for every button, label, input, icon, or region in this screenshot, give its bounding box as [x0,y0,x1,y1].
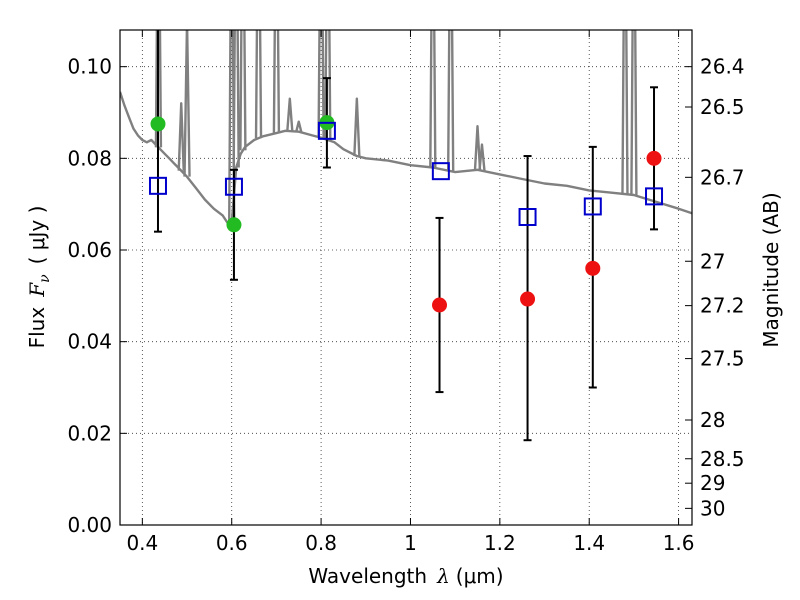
plot-area [120,30,692,442]
model-photometry-square [317,121,336,140]
emission-line [254,30,263,139]
right-tick-label: 26.5 [700,95,745,119]
y-tick-label: 0.04 [67,330,112,354]
emission-line [353,97,361,157]
model-photometry-square [431,162,450,181]
y-tick-label: 0.06 [67,238,112,262]
upper-limit-point [646,150,662,166]
right-tick-label: 30 [700,496,725,520]
emission-line [239,30,247,151]
emission-line [154,30,163,148]
x-tick-label: 1.2 [484,531,516,555]
y-tick-label: 0.00 [67,513,112,537]
plot-frame [119,29,693,526]
upper-limit-point [585,260,601,276]
right-tick-label: 29 [700,471,725,495]
right-tick-label: 28 [700,408,725,432]
x-axis-label: Wavelength λ (μm) [308,564,503,588]
y-tick-label: 0.02 [67,421,112,445]
x-axis-label-symbol: λ [436,564,450,588]
x-axis-ticks: 0.4 0.6 0.8 1 1.2 1.4 1.6 [126,30,695,555]
emission-line [478,143,486,171]
y-axis-label-subscript: ν [37,274,53,283]
emission-line [232,30,240,168]
upper-limit-point [520,291,536,307]
model-photometry-square [224,177,243,196]
model-photometry-square [645,187,664,206]
emission-line [177,102,185,171]
y-axis-label-text: Flux [25,307,49,349]
emission-line [286,97,294,132]
x-tick-label: 1.4 [573,531,605,555]
emission-line [429,30,437,168]
y-axis-label-symbol: F [25,282,49,298]
right-tick-label: 26.7 [700,165,745,189]
right-tick-label: 27.2 [700,294,745,318]
model-photometry-square [583,197,602,216]
y-axis-label: Flux Fν ( μJy ) [25,206,53,349]
emission-line [272,30,281,134]
x-tick-label: 1 [404,531,417,555]
x-axis-label-unit: (μm) [456,564,504,588]
emission-line [183,30,191,177]
upper-limit-points [432,150,662,313]
emission-line [621,30,629,195]
right-axis-label: Magnitude (AB) [759,192,783,347]
x-tick-label: 1.6 [663,531,695,555]
right-tick-label: 27 [700,249,725,273]
right-tick-label: 26.4 [700,55,745,79]
upper-limit-point [432,297,448,313]
emission-line [473,125,482,170]
model-photometry-square [148,176,167,195]
detection-point [150,116,166,132]
model-photometry-square [518,208,537,226]
y-tick-label: 0.10 [67,55,112,79]
emission-line [630,30,638,196]
emission-lines [154,30,638,223]
emission-line [324,30,332,141]
x-tick-label: 0.6 [216,531,248,555]
x-tick-label: 0.8 [305,531,337,555]
emission-line [295,120,303,133]
right-tick-label: 27.5 [700,347,745,371]
y-axis-label-unit: ( μJy ) [25,206,49,265]
emission-line [446,30,455,172]
y-tick-label: 0.08 [67,146,112,170]
emission-line [317,30,325,138]
right-tick-label: 28.5 [700,447,745,471]
x-tick-label: 0.4 [126,531,158,555]
model-photometry-squares [148,121,664,226]
detection-points [150,115,335,233]
x-axis-label-text: Wavelength [308,564,427,588]
detection-point [226,217,242,233]
y-axis-ticks: 0.00 0.02 0.04 0.06 0.08 0.10 [67,55,127,537]
